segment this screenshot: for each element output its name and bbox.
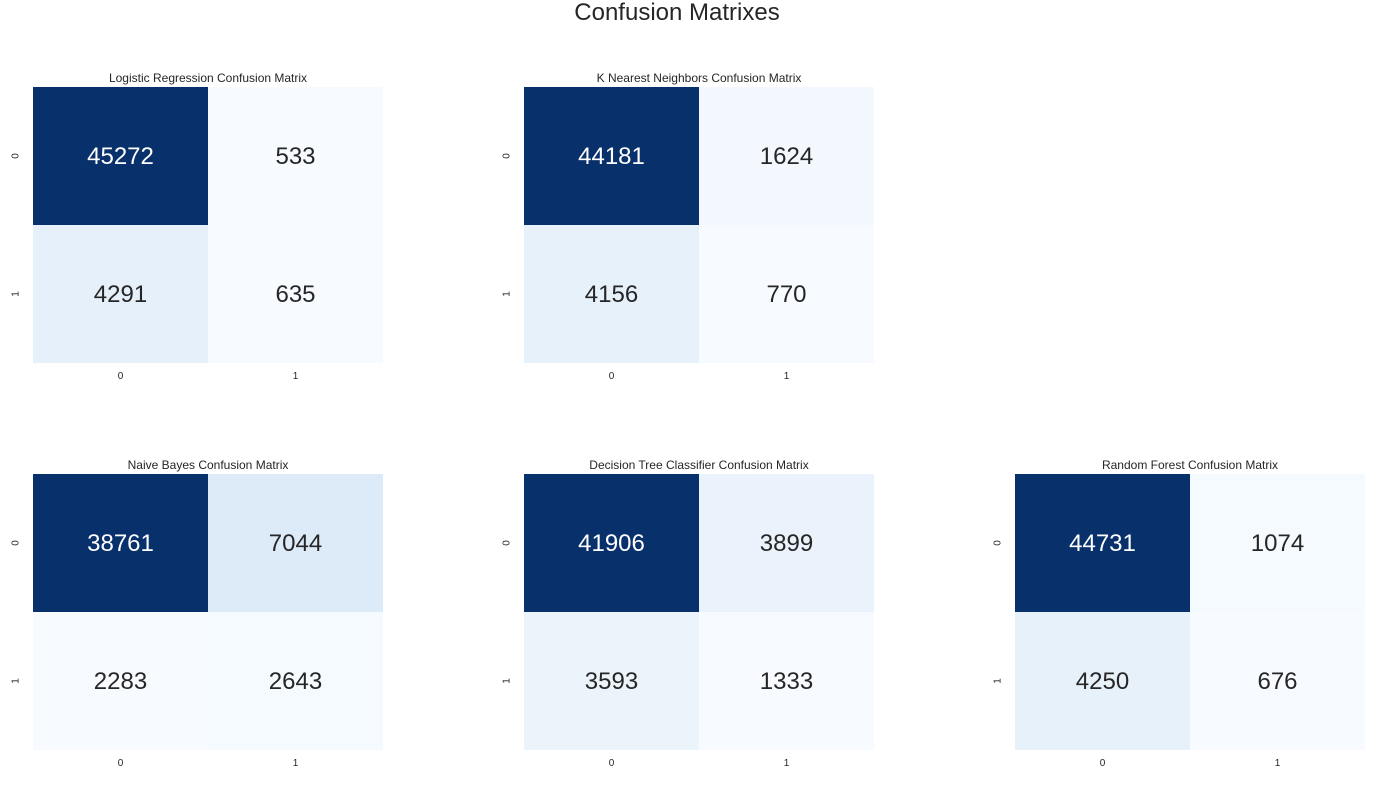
cell-value-label: 533 — [275, 143, 315, 170]
cell-value-label: 3593 — [585, 668, 638, 695]
heatmap-cell — [33, 474, 208, 612]
heatmap-panel: Naive Bayes Confusion Matrix 38761 7044 228… — [11, 458, 383, 769]
y-tick-label: 1 — [11, 291, 22, 297]
heatmap-cell — [1190, 612, 1365, 750]
y-tick-label: 1 — [11, 678, 22, 684]
panel-title: Decision Tree Classifier Confusion Matri… — [589, 458, 808, 472]
cell-value-label: 1624 — [760, 143, 813, 170]
heatmap-cell — [1190, 474, 1365, 612]
cell-value-label: 676 — [1257, 668, 1297, 695]
panel-title: Logistic Regression Confusion Matrix — [109, 71, 307, 85]
y-tick-label: 0 — [11, 540, 22, 546]
heatmap-panel: K Nearest Neighbors Confusion Matrix 4418… — [502, 71, 874, 382]
cell-value-label: 770 — [766, 281, 806, 308]
figure-title: Confusion Matrixes — [574, 0, 779, 26]
x-tick-label: 1 — [293, 758, 299, 769]
cell-value-label: 7044 — [269, 530, 322, 557]
heatmap-cell — [524, 612, 699, 750]
cell-value-label: 45272 — [87, 143, 154, 170]
heatmap-cell — [524, 87, 699, 225]
panel-title: Random Forest Confusion Matrix — [1102, 458, 1278, 472]
y-tick-label: 0 — [502, 153, 513, 159]
heatmap-cell — [208, 474, 383, 612]
heatmap-panel: Decision Tree Classifier Confusion Matri… — [502, 458, 874, 769]
heatmap-cell — [208, 87, 383, 225]
cell-value-label: 38761 — [87, 530, 154, 557]
cell-value-label: 44731 — [1069, 530, 1136, 557]
y-tick-label: 0 — [502, 540, 513, 546]
cell-value-label: 1333 — [760, 668, 813, 695]
heatmap-cell — [699, 474, 874, 612]
y-tick-label: 1 — [993, 678, 1004, 684]
panel-title: K Nearest Neighbors Confusion Matrix — [597, 71, 802, 85]
x-tick-label: 0 — [118, 758, 124, 769]
x-tick-label: 0 — [118, 371, 124, 382]
heatmap-cell — [524, 225, 699, 363]
heatmap-panels: Logistic Regression Confusion Matrix 4527… — [11, 71, 1365, 769]
cell-value-label: 3899 — [760, 530, 813, 557]
heatmap-cell — [524, 474, 699, 612]
x-tick-label: 0 — [609, 371, 615, 382]
y-tick-label: 0 — [993, 540, 1004, 546]
x-tick-label: 0 — [609, 758, 615, 769]
heatmap-cell — [208, 225, 383, 363]
cell-value-label: 2643 — [269, 668, 322, 695]
x-tick-label: 1 — [1275, 758, 1281, 769]
heatmap-cell — [33, 225, 208, 363]
heatmap-cell — [1015, 612, 1190, 750]
heatmap-panel: Random Forest Confusion Matrix 44731 1074 4… — [993, 458, 1365, 769]
x-tick-label: 1 — [784, 371, 790, 382]
heatmap-cell — [699, 87, 874, 225]
x-tick-label: 0 — [1100, 758, 1106, 769]
x-tick-label: 1 — [784, 758, 790, 769]
heatmap-cell — [208, 612, 383, 750]
cell-value-label: 44181 — [578, 143, 645, 170]
heatmap-cell — [699, 225, 874, 363]
y-tick-label: 1 — [502, 678, 513, 684]
cell-value-label: 41906 — [578, 530, 645, 557]
cell-value-label: 4291 — [94, 281, 147, 308]
cell-value-label: 2283 — [94, 668, 147, 695]
cell-value-label: 635 — [275, 281, 315, 308]
cell-value-label: 1074 — [1251, 530, 1304, 557]
y-tick-label: 0 — [11, 153, 22, 159]
heatmap-cell — [33, 612, 208, 750]
cell-value-label: 4156 — [585, 281, 638, 308]
panel-title: Naive Bayes Confusion Matrix — [128, 458, 289, 472]
heatmap-cell — [1015, 474, 1190, 612]
cell-value-label: 4250 — [1076, 668, 1129, 695]
y-tick-label: 1 — [502, 291, 513, 297]
heatmap-panel: Logistic Regression Confusion Matrix 4527… — [11, 71, 383, 382]
heatmap-cell — [699, 612, 874, 750]
heatmap-cell — [33, 87, 208, 225]
x-tick-label: 1 — [293, 371, 299, 382]
